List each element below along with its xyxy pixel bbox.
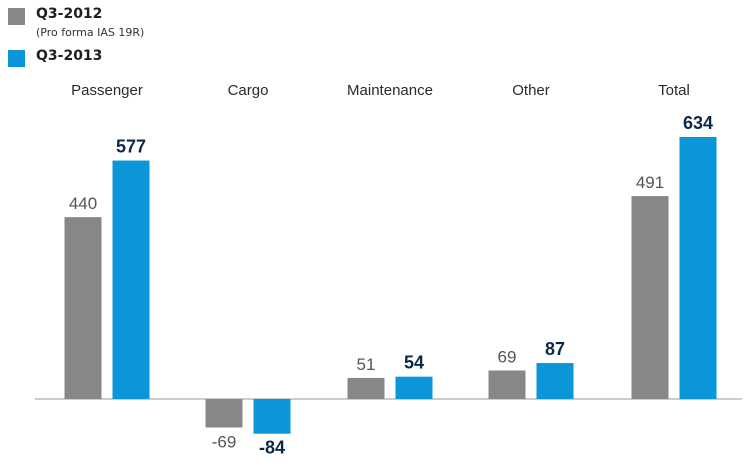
data-label-q3-2013-cargo: -84 — [259, 438, 285, 458]
category-label-other: Other — [512, 82, 550, 99]
bar-q3-2012-maintenance — [347, 377, 385, 399]
data-label-q3-2013-total: 634 — [683, 113, 713, 133]
data-label-q3-2012-total: 491 — [636, 173, 664, 192]
legend-note-q3-2012: (Pro forma IAS 19R) — [36, 26, 145, 39]
bar-q3-2012-other — [488, 370, 526, 399]
bar-q3-2012-total — [631, 196, 669, 399]
legend-label-q3-2012: Q3-2012 — [36, 6, 103, 22]
bar-q3-2012-cargo — [205, 399, 243, 428]
bar-q3-2012-passenger — [64, 217, 102, 399]
bar-q3-2013-other — [536, 363, 574, 399]
bar-q3-2013-cargo — [253, 399, 291, 434]
data-label-q3-2012-cargo: -69 — [212, 433, 237, 452]
data-label-q3-2013-other: 87 — [545, 339, 565, 359]
legend-label-q3-2013: Q3-2013 — [36, 48, 103, 64]
category-label-cargo: Cargo — [228, 82, 269, 99]
bar-q3-2013-total — [679, 137, 717, 399]
category-label-maintenance: Maintenance — [347, 82, 433, 99]
bar-q3-2013-passenger — [112, 160, 150, 399]
bar-q3-2013-maintenance — [395, 376, 433, 399]
legend-swatch-q3-2012 — [8, 8, 25, 25]
legend-swatch-q3-2013 — [8, 50, 25, 67]
category-label-passenger: Passenger — [71, 82, 143, 99]
category-label-total: Total — [658, 82, 690, 99]
data-label-q3-2013-passenger: 577 — [116, 137, 146, 157]
data-label-q3-2012-maintenance: 51 — [357, 355, 376, 374]
data-label-q3-2013-maintenance: 54 — [404, 353, 424, 373]
data-label-q3-2012-other: 69 — [498, 347, 517, 366]
data-label-q3-2012-passenger: 440 — [69, 194, 97, 213]
